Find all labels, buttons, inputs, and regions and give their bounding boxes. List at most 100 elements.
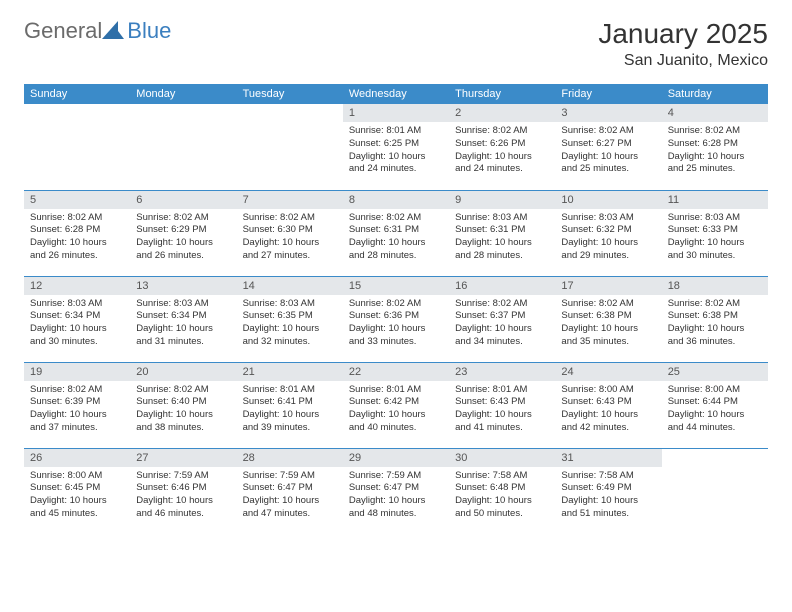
calendar-table: Sunday Monday Tuesday Wednesday Thursday…	[24, 84, 768, 534]
day-info: Sunrise: 8:03 AMSunset: 6:35 PMDaylight:…	[237, 295, 343, 351]
sunset-line: Sunset: 6:43 PM	[455, 396, 549, 409]
sunset-line: Sunset: 6:27 PM	[561, 138, 655, 151]
daylight-line: Daylight: 10 hours and 28 minutes.	[349, 237, 443, 263]
calendar-cell: 26Sunrise: 8:00 AMSunset: 6:45 PMDayligh…	[24, 448, 130, 534]
day-info: Sunrise: 8:03 AMSunset: 6:31 PMDaylight:…	[449, 209, 555, 265]
sunrise-line: Sunrise: 8:03 AM	[561, 212, 655, 225]
sunrise-line: Sunrise: 8:02 AM	[561, 298, 655, 311]
day-number: 8	[343, 191, 449, 209]
daylight-line: Daylight: 10 hours and 48 minutes.	[349, 495, 443, 521]
calendar-cell: 8Sunrise: 8:02 AMSunset: 6:31 PMDaylight…	[343, 190, 449, 276]
calendar-cell: 29Sunrise: 7:59 AMSunset: 6:47 PMDayligh…	[343, 448, 449, 534]
day-number: 5	[24, 191, 130, 209]
sunset-line: Sunset: 6:39 PM	[30, 396, 124, 409]
logo: General Blue	[24, 18, 171, 44]
sunrise-line: Sunrise: 8:02 AM	[349, 298, 443, 311]
sunset-line: Sunset: 6:46 PM	[136, 482, 230, 495]
calendar-cell: 24Sunrise: 8:00 AMSunset: 6:43 PMDayligh…	[555, 362, 661, 448]
day-info: Sunrise: 8:03 AMSunset: 6:34 PMDaylight:…	[130, 295, 236, 351]
day-info: Sunrise: 8:00 AMSunset: 6:44 PMDaylight:…	[662, 381, 768, 437]
daylight-line: Daylight: 10 hours and 30 minutes.	[30, 323, 124, 349]
weekday-header: Wednesday	[343, 84, 449, 104]
sunset-line: Sunset: 6:28 PM	[668, 138, 762, 151]
calendar-cell: 15Sunrise: 8:02 AMSunset: 6:36 PMDayligh…	[343, 276, 449, 362]
logo-text-1: General	[24, 18, 102, 44]
calendar-cell: 30Sunrise: 7:58 AMSunset: 6:48 PMDayligh…	[449, 448, 555, 534]
day-number: 9	[449, 191, 555, 209]
day-info: Sunrise: 8:03 AMSunset: 6:34 PMDaylight:…	[24, 295, 130, 351]
day-info: Sunrise: 8:02 AMSunset: 6:39 PMDaylight:…	[24, 381, 130, 437]
day-info: Sunrise: 8:02 AMSunset: 6:28 PMDaylight:…	[24, 209, 130, 265]
sunrise-line: Sunrise: 8:03 AM	[30, 298, 124, 311]
day-info: Sunrise: 8:02 AMSunset: 6:38 PMDaylight:…	[662, 295, 768, 351]
calendar-row: 26Sunrise: 8:00 AMSunset: 6:45 PMDayligh…	[24, 448, 768, 534]
calendar-cell: 25Sunrise: 8:00 AMSunset: 6:44 PMDayligh…	[662, 362, 768, 448]
day-number: 24	[555, 363, 661, 381]
daylight-line: Daylight: 10 hours and 44 minutes.	[668, 409, 762, 435]
daylight-line: Daylight: 10 hours and 24 minutes.	[455, 151, 549, 177]
day-number: 27	[130, 449, 236, 467]
calendar-cell: 21Sunrise: 8:01 AMSunset: 6:41 PMDayligh…	[237, 362, 343, 448]
calendar-cell: 4Sunrise: 8:02 AMSunset: 6:28 PMDaylight…	[662, 104, 768, 190]
calendar-cell: 27Sunrise: 7:59 AMSunset: 6:46 PMDayligh…	[130, 448, 236, 534]
day-number: 15	[343, 277, 449, 295]
calendar-body: 1Sunrise: 8:01 AMSunset: 6:25 PMDaylight…	[24, 104, 768, 534]
weekday-header: Sunday	[24, 84, 130, 104]
day-info: Sunrise: 7:59 AMSunset: 6:47 PMDaylight:…	[343, 467, 449, 523]
sunrise-line: Sunrise: 8:00 AM	[561, 384, 655, 397]
sunset-line: Sunset: 6:37 PM	[455, 310, 549, 323]
calendar-cell	[130, 104, 236, 190]
calendar-cell: 5Sunrise: 8:02 AMSunset: 6:28 PMDaylight…	[24, 190, 130, 276]
day-number: 29	[343, 449, 449, 467]
sunset-line: Sunset: 6:38 PM	[668, 310, 762, 323]
day-info: Sunrise: 8:02 AMSunset: 6:30 PMDaylight:…	[237, 209, 343, 265]
daylight-line: Daylight: 10 hours and 30 minutes.	[668, 237, 762, 263]
calendar-row: 19Sunrise: 8:02 AMSunset: 6:39 PMDayligh…	[24, 362, 768, 448]
day-number: 28	[237, 449, 343, 467]
calendar-cell: 19Sunrise: 8:02 AMSunset: 6:39 PMDayligh…	[24, 362, 130, 448]
sunrise-line: Sunrise: 8:03 AM	[455, 212, 549, 225]
sunrise-line: Sunrise: 8:02 AM	[668, 298, 762, 311]
day-number: 18	[662, 277, 768, 295]
weekday-header: Friday	[555, 84, 661, 104]
weekday-header: Tuesday	[237, 84, 343, 104]
title-block: January 2025 San Juanito, Mexico	[598, 18, 768, 70]
day-number: 11	[662, 191, 768, 209]
calendar-cell: 12Sunrise: 8:03 AMSunset: 6:34 PMDayligh…	[24, 276, 130, 362]
sunrise-line: Sunrise: 8:01 AM	[455, 384, 549, 397]
sunset-line: Sunset: 6:40 PM	[136, 396, 230, 409]
weekday-header: Monday	[130, 84, 236, 104]
location: San Juanito, Mexico	[598, 52, 768, 70]
sunset-line: Sunset: 6:26 PM	[455, 138, 549, 151]
daylight-line: Daylight: 10 hours and 40 minutes.	[349, 409, 443, 435]
sunset-line: Sunset: 6:47 PM	[349, 482, 443, 495]
sunset-line: Sunset: 6:32 PM	[561, 224, 655, 237]
calendar-cell: 16Sunrise: 8:02 AMSunset: 6:37 PMDayligh…	[449, 276, 555, 362]
calendar-cell: 14Sunrise: 8:03 AMSunset: 6:35 PMDayligh…	[237, 276, 343, 362]
day-info: Sunrise: 7:59 AMSunset: 6:46 PMDaylight:…	[130, 467, 236, 523]
sunrise-line: Sunrise: 7:59 AM	[349, 470, 443, 483]
calendar-cell: 22Sunrise: 8:01 AMSunset: 6:42 PMDayligh…	[343, 362, 449, 448]
calendar-cell: 9Sunrise: 8:03 AMSunset: 6:31 PMDaylight…	[449, 190, 555, 276]
day-number: 31	[555, 449, 661, 467]
daylight-line: Daylight: 10 hours and 41 minutes.	[455, 409, 549, 435]
sunrise-line: Sunrise: 8:03 AM	[668, 212, 762, 225]
day-number: 25	[662, 363, 768, 381]
day-number: 19	[24, 363, 130, 381]
day-info: Sunrise: 8:02 AMSunset: 6:36 PMDaylight:…	[343, 295, 449, 351]
logo-text-2: Blue	[127, 18, 171, 44]
calendar-cell	[24, 104, 130, 190]
calendar-row: 1Sunrise: 8:01 AMSunset: 6:25 PMDaylight…	[24, 104, 768, 190]
calendar-cell: 11Sunrise: 8:03 AMSunset: 6:33 PMDayligh…	[662, 190, 768, 276]
sunrise-line: Sunrise: 8:01 AM	[349, 125, 443, 138]
sunset-line: Sunset: 6:29 PM	[136, 224, 230, 237]
sunrise-line: Sunrise: 8:03 AM	[243, 298, 337, 311]
calendar-cell	[237, 104, 343, 190]
day-number: 1	[343, 104, 449, 122]
sunset-line: Sunset: 6:34 PM	[30, 310, 124, 323]
day-number: 17	[555, 277, 661, 295]
sunset-line: Sunset: 6:31 PM	[349, 224, 443, 237]
weekday-header: Saturday	[662, 84, 768, 104]
sunrise-line: Sunrise: 8:03 AM	[136, 298, 230, 311]
day-number: 21	[237, 363, 343, 381]
